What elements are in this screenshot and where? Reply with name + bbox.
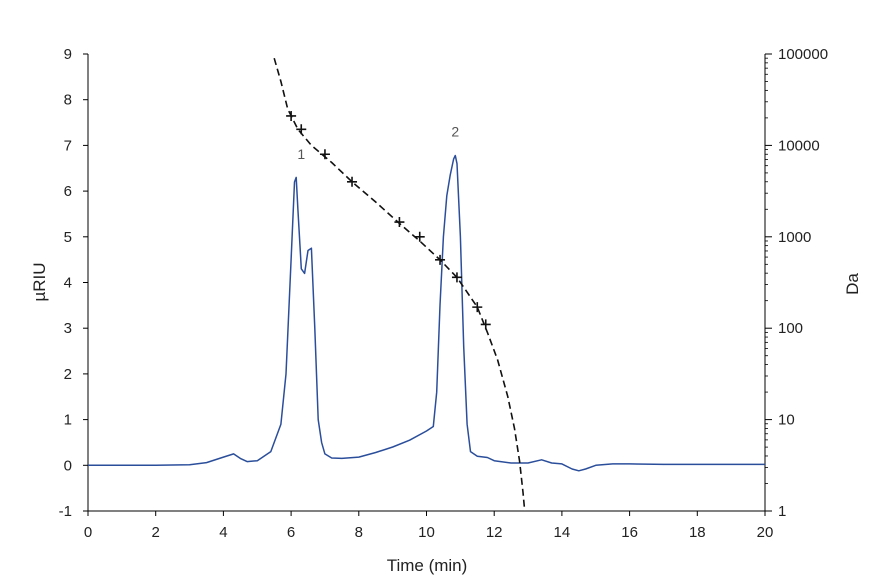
x-tick-label: 12 bbox=[486, 524, 503, 541]
y-tick-label: 4 bbox=[64, 275, 72, 292]
x-tick-label: 16 bbox=[621, 524, 638, 541]
x-axis-title: Time (min) bbox=[387, 556, 468, 575]
x-tick-label: 2 bbox=[152, 524, 160, 541]
y2-tick-label: 100 bbox=[778, 320, 803, 337]
x-tick-label: 4 bbox=[219, 524, 227, 541]
calibration-marker bbox=[414, 231, 425, 242]
y-axis-title: µRIU bbox=[30, 262, 49, 301]
x-tick-label: 14 bbox=[554, 524, 571, 541]
calibration-marker bbox=[347, 176, 358, 187]
calibration-marker bbox=[394, 217, 405, 228]
y2-axis-title: Da bbox=[843, 273, 862, 295]
calibration-marker bbox=[451, 272, 462, 283]
ri-trace bbox=[88, 154, 765, 472]
y2-tick-label: 1000 bbox=[778, 229, 811, 246]
y2-tick-label: 1 bbox=[778, 503, 786, 520]
y2-tick-label: 100000 bbox=[778, 46, 828, 63]
y-tick-label: 0 bbox=[64, 457, 72, 474]
tick-labels: 0 2 4 6 8 10 12 14 16 18 20-1012345678911010010001… bbox=[59, 46, 828, 541]
y-tick-label: 3 bbox=[64, 320, 72, 337]
y2-tick-label: 10 bbox=[778, 412, 795, 429]
axes bbox=[83, 53, 772, 516]
calibration-marker bbox=[435, 254, 446, 265]
calibration-marker bbox=[286, 110, 297, 121]
y-tick-label: 8 bbox=[64, 92, 72, 109]
calibration-marker bbox=[472, 302, 483, 313]
y-tick-label: 5 bbox=[64, 229, 72, 246]
x-tick-label: 20 bbox=[757, 524, 774, 541]
y-tick-label: 7 bbox=[64, 137, 72, 154]
y-tick-label: 9 bbox=[64, 46, 72, 63]
y-tick-label: 6 bbox=[64, 183, 72, 200]
calibration-marker bbox=[319, 149, 330, 160]
calibration-marker bbox=[480, 319, 491, 330]
y-tick-label: 2 bbox=[64, 366, 72, 383]
y-tick-label: -1 bbox=[59, 503, 72, 520]
y-tick-label: 1 bbox=[64, 412, 72, 429]
x-tick-label: 10 bbox=[418, 524, 435, 541]
x-tick-label: 8 bbox=[355, 524, 363, 541]
peak-label-2: 2 bbox=[451, 123, 459, 139]
calibration-marker bbox=[296, 124, 307, 135]
x-tick-label: 18 bbox=[689, 524, 706, 541]
peak-label-1: 1 bbox=[297, 146, 305, 162]
plot-area bbox=[88, 57, 765, 512]
x-tick-label: 0 bbox=[84, 524, 92, 541]
x-tick-label: 6 bbox=[287, 524, 295, 541]
calibration-curve bbox=[273, 57, 526, 512]
y2-tick-label: 10000 bbox=[778, 137, 820, 154]
